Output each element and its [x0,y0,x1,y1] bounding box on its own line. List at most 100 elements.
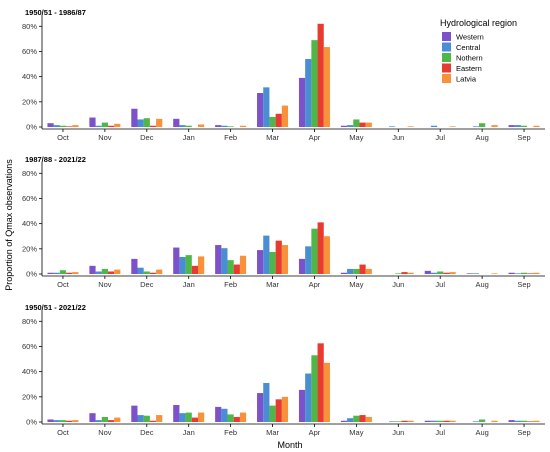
bar-central-nov [95,125,102,127]
bar-western-may [340,420,348,422]
bar-eastern-jul [443,272,450,274]
bar-central-may [347,125,354,127]
y-tick-label: 80% [22,317,37,326]
bar-western-oct [47,272,54,274]
bar-eastern-nov [107,271,115,274]
bar-eastern-dec [149,420,157,422]
bar-central-oct [53,420,60,422]
bar-western-jan [173,118,180,127]
legend-swatch-western [442,32,451,41]
bar-central-mar [263,235,270,274]
bar-latvia-sep [533,125,540,127]
bar-eastern-mar [275,113,282,127]
bar-latvia-nov [114,417,121,422]
bar-central-aug [472,126,480,127]
bar-western-nov [89,117,96,127]
panel-title: 1950/51 - 2021/22 [25,303,86,312]
x-tick-label: Jan [183,280,195,289]
legend-swatch-eastern [442,63,451,73]
bar-latvia-oct [72,125,79,127]
panel-2: 1987/88 - 2021/22 0% 20% 40% 60% 80% Oct Nov Dec… [22,155,545,289]
bar-western-jul [424,420,431,422]
y-tick-label: 20% [22,392,37,401]
y-tick-label: 80% [22,169,37,178]
bar-central-nov [95,420,102,422]
x-tick-label: Oct [57,280,70,289]
bar-nothern-mar [269,116,276,127]
y-tick-label: 0% [26,270,37,279]
y-tick-label: 0% [26,418,37,427]
bar-nothern-nov [101,122,108,127]
bar-nothern-dec [143,118,150,127]
x-tick-label: Sep [517,428,530,437]
bar-nothern-apr [311,228,318,274]
bar-eastern-jun [401,420,408,422]
legend-label-latvia: Latvia [456,75,477,84]
bar-latvia-feb [239,255,247,274]
bar-eastern-may [359,264,366,274]
y-tick-label: 40% [22,72,37,81]
bar-central-jul [430,125,438,127]
x-tick-label: Sep [517,133,530,142]
legend-label-western: Western [456,33,484,42]
bar-western-apr [298,389,306,422]
bar-latvia-nov [114,123,121,127]
x-tick-label: Nov [98,133,112,142]
bar-central-apr [305,59,312,127]
bar-latvia-sep [533,272,540,274]
bar-western-sep [508,272,515,274]
bar-latvia-jun [407,420,414,422]
panel-title: 1987/88 - 2021/22 [25,155,86,164]
bar-latvia-dec [156,118,163,127]
x-tick-label: Jan [183,133,195,142]
bar-nothern-nov [101,268,108,274]
bar-central-apr [305,373,312,422]
panel-1: 1950/51 - 1986/87 0% 20% 40% 60% 80% Oct Nov Dec… [22,8,545,142]
y-tick-label: 40% [22,219,37,228]
bar-latvia-apr [323,362,330,422]
y-tick-label: 0% [26,123,37,132]
bar-central-apr [305,246,312,274]
bar-latvia-aug [491,125,498,127]
bar-western-jan [173,247,180,274]
bar-central-aug [472,421,480,422]
bar-western-aug [466,273,473,274]
bar-central-feb [221,125,228,127]
panel-title: 1950/51 - 1986/87 [25,8,86,17]
bar-latvia-may [365,122,372,127]
bar-latvia-mar [281,105,289,127]
x-tick-label: Nov [98,280,112,289]
bar-western-mar [257,393,264,422]
bar-central-aug [472,273,480,274]
bar-eastern-mar [275,240,282,274]
y-tick-label: 60% [22,47,37,56]
bar-central-dec [137,119,144,127]
bar-eastern-sep [527,421,534,422]
bar-latvia-aug [491,273,498,274]
x-tick-label: Aug [475,428,488,437]
bar-latvia-oct [72,272,79,274]
x-tick-label: Dec [140,428,154,437]
bar-latvia-aug [491,420,498,422]
bar-latvia-feb [239,125,247,127]
bar-latvia-mar [281,396,289,422]
y-tick-label: 20% [22,97,37,106]
bar-central-may [347,268,354,274]
bar-nothern-apr [311,40,318,127]
bar-nothern-sep [520,420,528,422]
bar-latvia-jan [198,124,205,127]
bar-eastern-sep [527,273,534,274]
bar-nothern-mar [269,251,276,274]
bar-eastern-jul [443,420,450,422]
bar-eastern-feb [233,264,240,274]
x-tick-label: Jul [435,428,445,437]
bar-nothern-may [353,119,360,127]
bar-eastern-feb [233,416,240,422]
x-tick-label: Aug [475,133,488,142]
bar-nothern-jun [395,273,402,274]
bar-nothern-dec [143,415,150,422]
bar-western-sep [508,125,515,127]
bar-nothern-jul [437,420,444,422]
